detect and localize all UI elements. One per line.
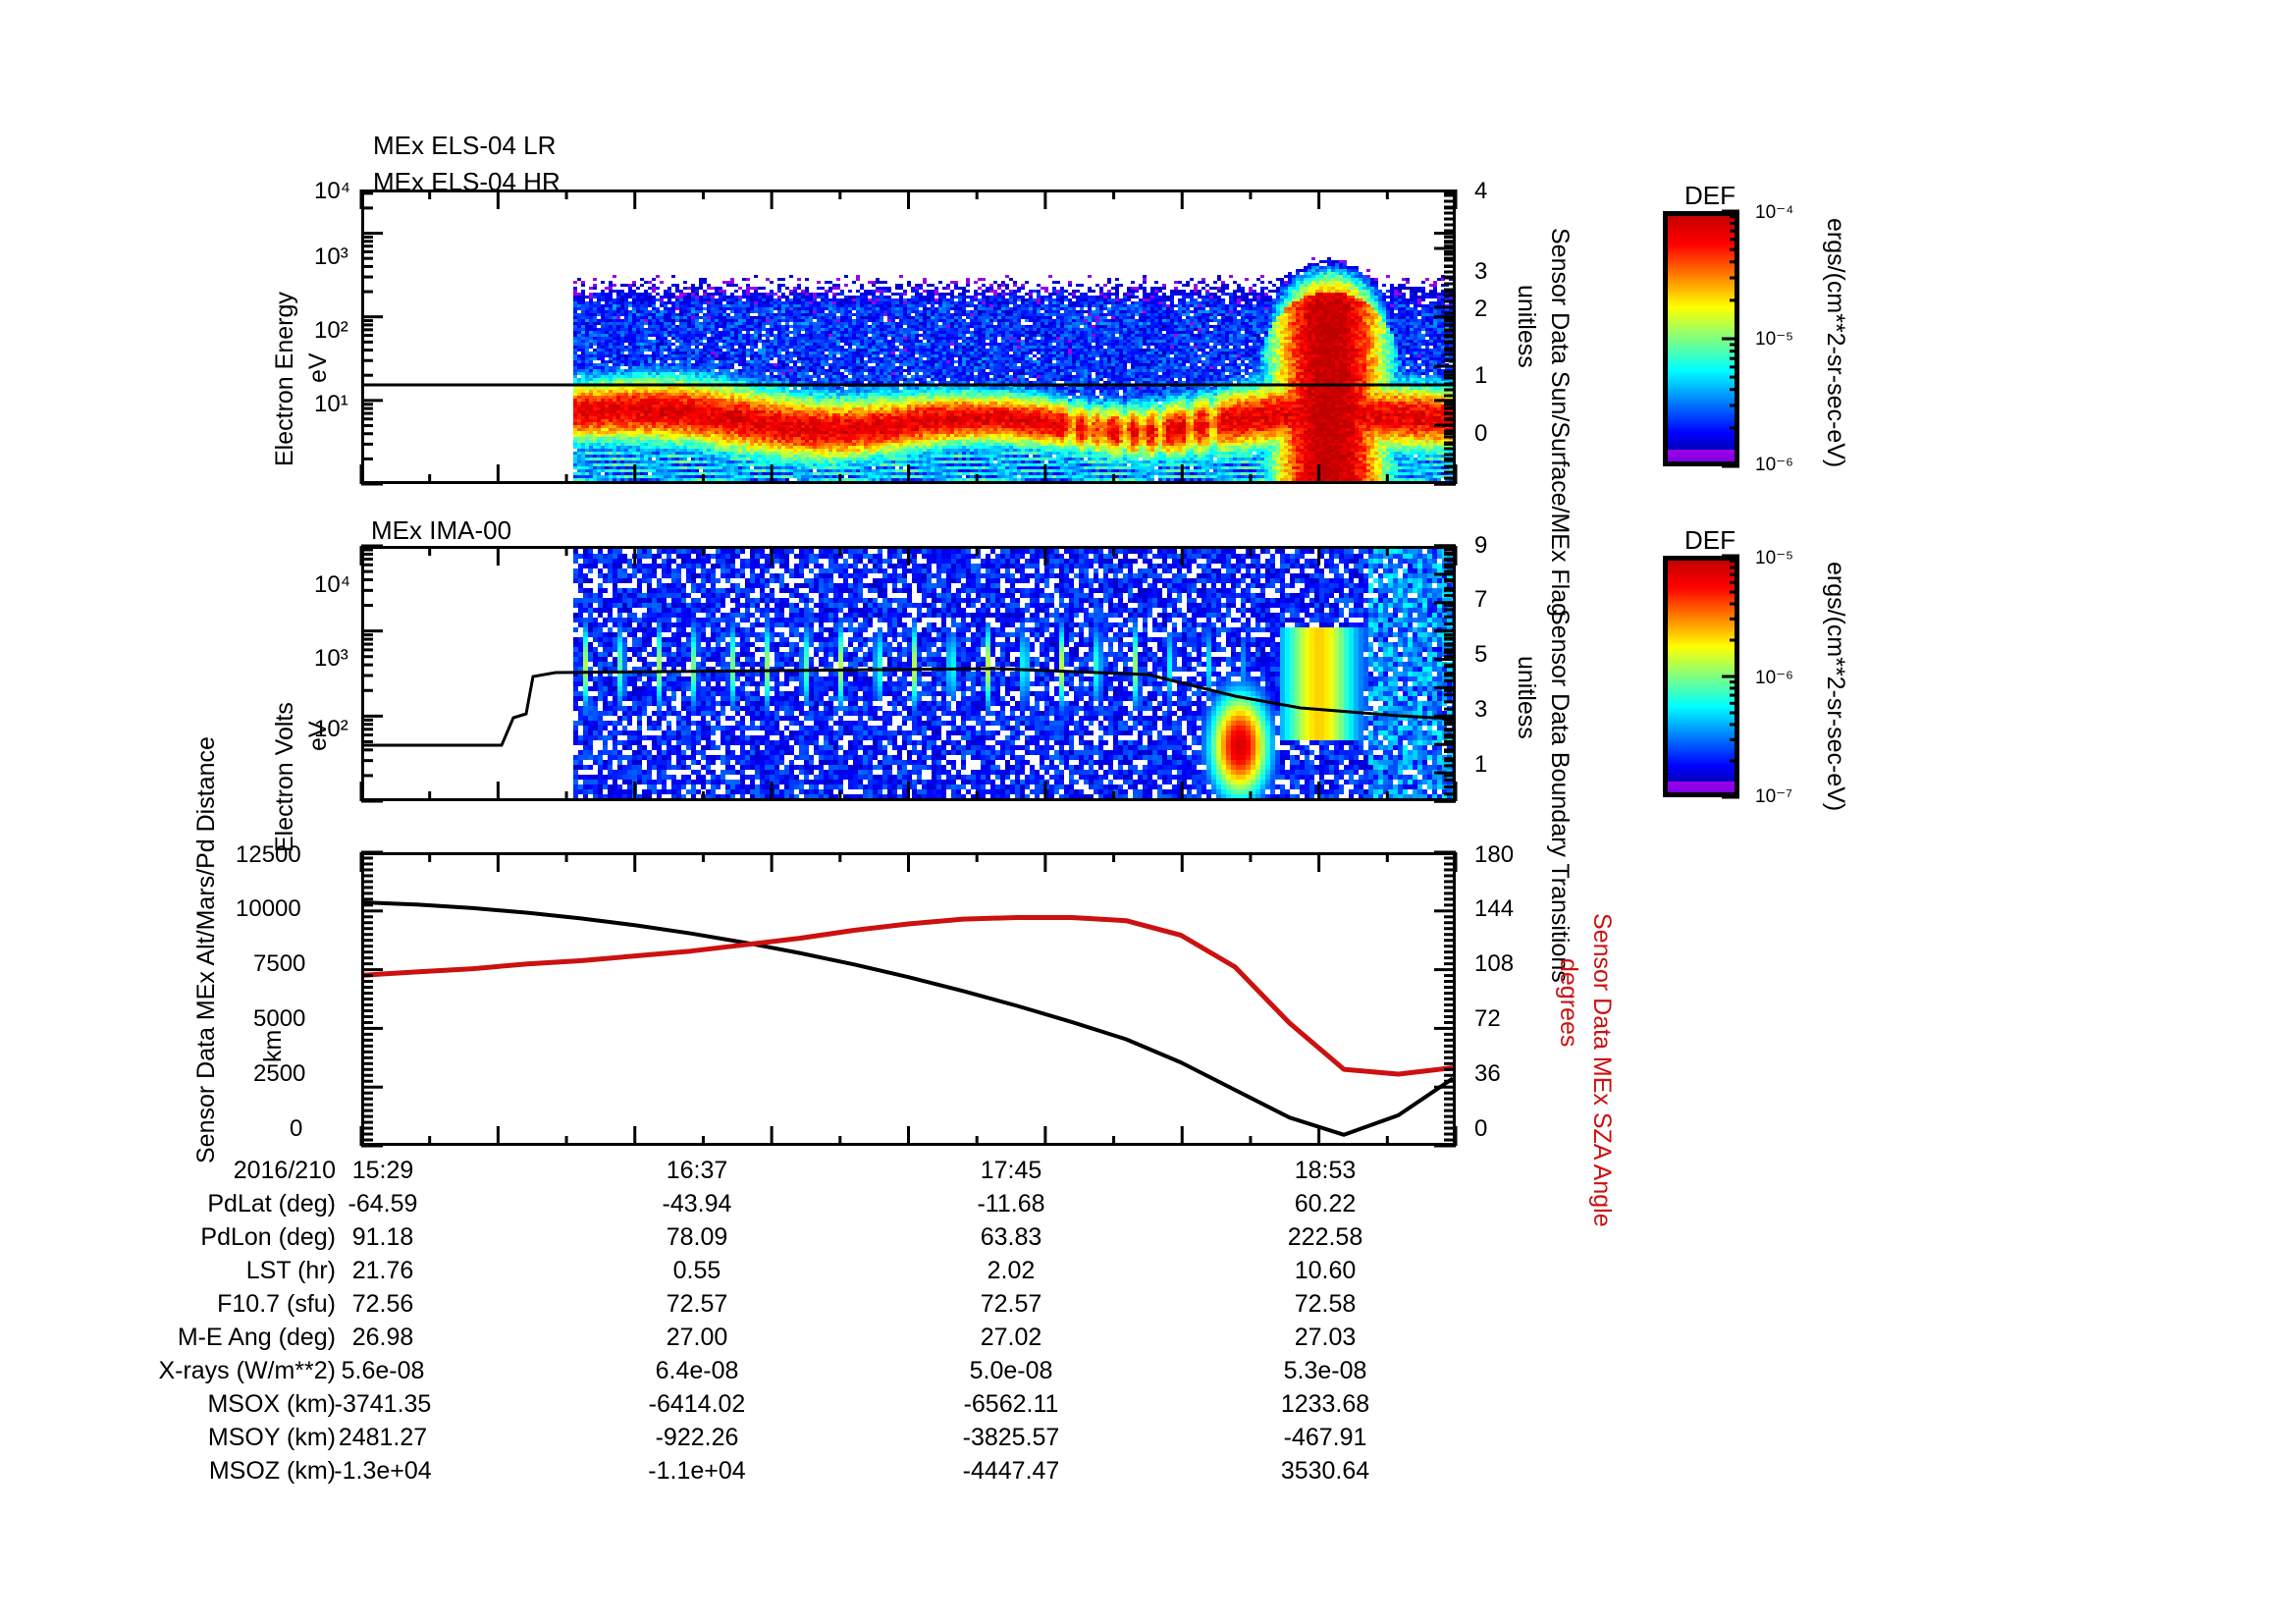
table-cell: -11.68 — [977, 1190, 1045, 1217]
table-cell: -6562.11 — [963, 1390, 1059, 1418]
table-cell: -922.26 — [655, 1424, 739, 1451]
table-time-1: 16:37 — [666, 1157, 728, 1184]
table-cell: 0.55 — [672, 1257, 721, 1284]
table-cell: 21.76 — [351, 1257, 414, 1284]
table-row-label-f107: F10.7 (sfu) — [217, 1290, 336, 1318]
table-cell: 222.58 — [1287, 1223, 1363, 1251]
table-date-label: 2016/210 — [233, 1157, 336, 1184]
table-time-3: 18:53 — [1294, 1157, 1357, 1184]
table-row-label-msoz: MSOZ (km) — [208, 1457, 336, 1485]
table-cell: 10.60 — [1294, 1257, 1357, 1284]
table-cell: -43.94 — [662, 1190, 732, 1217]
table-cell: 2481.27 — [338, 1424, 428, 1451]
table-cell: -64.59 — [347, 1190, 418, 1217]
table-cell: 72.57 — [666, 1290, 728, 1318]
table-cell: 26.98 — [351, 1324, 414, 1351]
table-cell: 27.00 — [666, 1324, 728, 1351]
table-row-label-pdlon: PdLon (deg) — [200, 1223, 336, 1251]
table-cell: 78.09 — [666, 1223, 728, 1251]
table-row-label-msoy: MSOY (km) — [207, 1424, 336, 1451]
table-time-0: 15:29 — [351, 1157, 414, 1184]
table-cell: 5.3e-08 — [1283, 1357, 1367, 1384]
table-row-label-msox: MSOX (km) — [207, 1390, 336, 1418]
table-cell: 91.18 — [351, 1223, 414, 1251]
table-cell: -3825.57 — [962, 1424, 1060, 1451]
table-cell: -3741.35 — [334, 1390, 432, 1418]
table-cell: 3530.64 — [1280, 1457, 1370, 1485]
table-cell: 72.58 — [1294, 1290, 1357, 1318]
table-cell: 2.02 — [987, 1257, 1036, 1284]
table-cell: 27.03 — [1294, 1324, 1357, 1351]
table-cell: 1233.68 — [1280, 1390, 1370, 1418]
table-row-label-lst: LST (hr) — [245, 1257, 336, 1284]
table-cell: 6.4e-08 — [655, 1357, 739, 1384]
table-cell: -4447.47 — [962, 1457, 1060, 1485]
table-row-label-xrays: X-rays (W/m**2) — [158, 1357, 336, 1384]
table-cell: 5.6e-08 — [341, 1357, 425, 1384]
table-row-label-meang: M-E Ang (deg) — [177, 1324, 336, 1351]
table-time-2: 17:45 — [980, 1157, 1042, 1184]
table-cell: 72.57 — [980, 1290, 1042, 1318]
table-row-label-pdlat: PdLat (deg) — [207, 1190, 336, 1217]
table-cell: 63.83 — [980, 1223, 1042, 1251]
table-cell: 5.0e-08 — [969, 1357, 1053, 1384]
table-cell: -1.1e+04 — [648, 1457, 746, 1485]
table-cell: 72.56 — [351, 1290, 414, 1318]
table-cell: -1.3e+04 — [334, 1457, 432, 1485]
table-cell: 27.02 — [980, 1324, 1042, 1351]
table-cell: -6414.02 — [648, 1390, 746, 1418]
table-cell: -467.91 — [1283, 1424, 1367, 1451]
table-cell: 60.22 — [1294, 1190, 1357, 1217]
